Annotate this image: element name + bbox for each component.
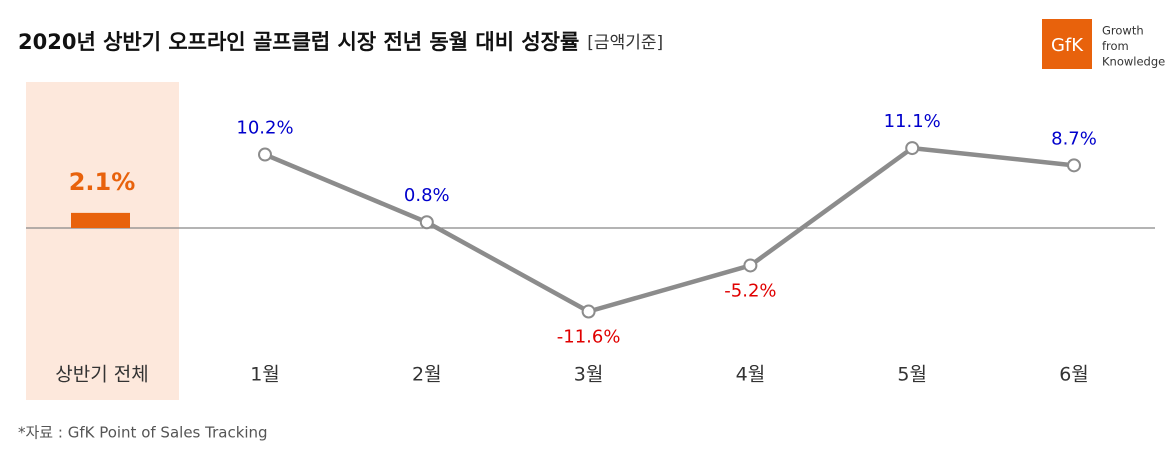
logo-tagline: Growth — [1102, 24, 1144, 38]
value-label: -11.6% — [557, 327, 621, 348]
value-label: 8.7% — [1051, 128, 1097, 149]
value-label: 0.8% — [404, 185, 450, 206]
chart-title: 2020년 상반기 오프라인 골프클럽 시장 전년 동월 대비 성장률 — [18, 30, 579, 54]
logo-mark: GfK — [1051, 35, 1084, 56]
point — [905, 141, 920, 156]
x-tick-label: 상반기 전체 — [55, 364, 148, 386]
point — [419, 215, 434, 230]
point — [258, 147, 272, 162]
value-label: 10.2% — [236, 118, 293, 139]
total-panel — [26, 82, 179, 400]
logo-tagline: from — [1102, 39, 1129, 53]
line — [264, 145, 1075, 314]
point — [1067, 158, 1081, 173]
x-tick-label: 5월 — [897, 364, 927, 386]
source-note: *자료 : GfK Point of Sales Tracking — [18, 424, 268, 442]
x-tick-label: 4월 — [736, 364, 766, 386]
chart-subtitle: [금액기준] — [587, 33, 663, 53]
value-label: 11.1% — [884, 111, 941, 132]
value-label: -5.2% — [724, 280, 776, 301]
x-tick-label: 6월 — [1059, 364, 1089, 386]
total-value-label: 2.1% — [69, 168, 136, 196]
logo-mark-box — [1042, 19, 1092, 69]
x-tick-label: 1월 — [250, 364, 280, 386]
bar — [71, 212, 130, 228]
logo-tagline: Knowledge — [1102, 55, 1165, 69]
x-tick-label: 3월 — [574, 364, 604, 386]
point — [743, 258, 758, 273]
point — [581, 304, 596, 319]
x-tick-label: 2월 — [412, 364, 442, 386]
